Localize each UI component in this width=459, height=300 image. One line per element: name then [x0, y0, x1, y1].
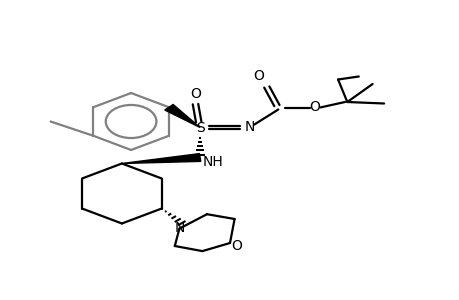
Text: N: N [174, 221, 184, 235]
Text: O: O [231, 239, 242, 253]
Polygon shape [122, 154, 201, 164]
Text: S: S [195, 121, 204, 134]
Text: O: O [309, 100, 320, 114]
Text: N: N [244, 120, 254, 134]
Polygon shape [164, 104, 200, 128]
Text: O: O [190, 87, 201, 101]
Text: NH: NH [202, 155, 223, 169]
Text: O: O [252, 70, 263, 83]
